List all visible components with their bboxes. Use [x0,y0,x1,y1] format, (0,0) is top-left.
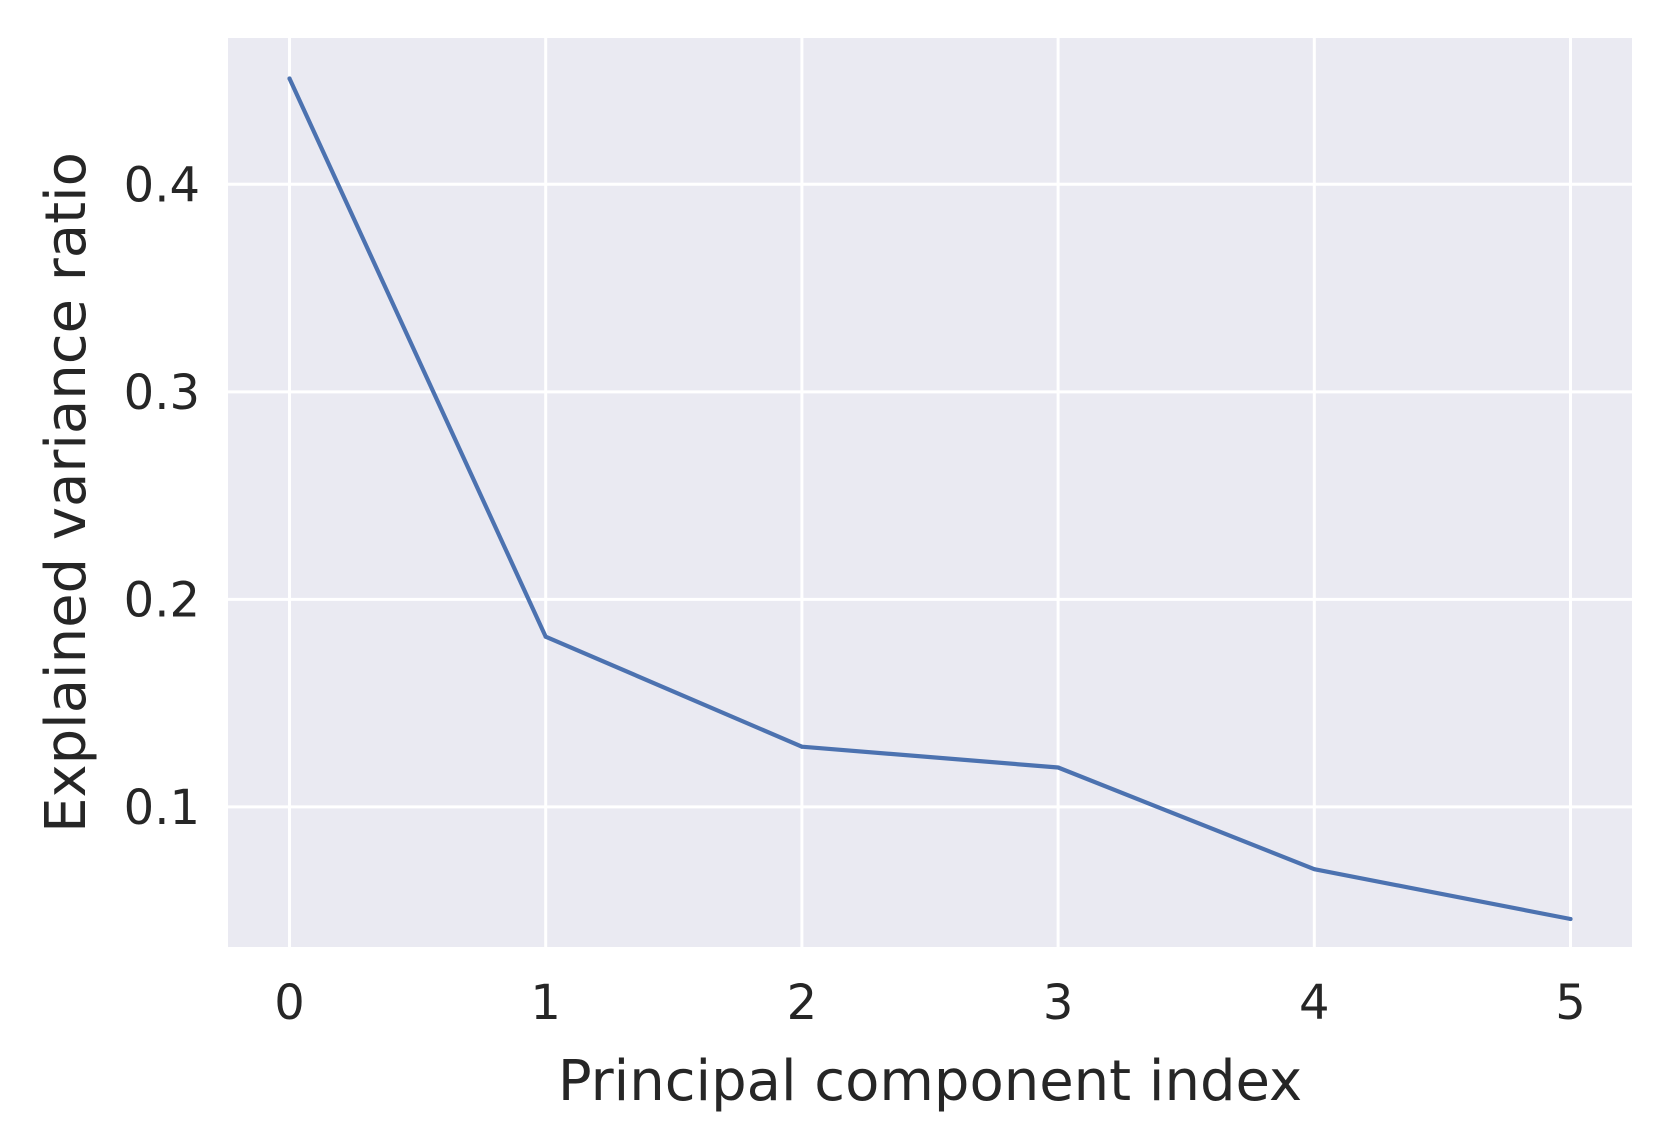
y-tick-labels: 0.1 0.2 0.3 0.4 [124,157,200,836]
data-point-0-2 [799,744,804,749]
x-tick-label-0: 0 [274,975,305,1031]
y-tick-label-2: 0.3 [124,365,200,421]
data-point-0-0 [287,76,292,81]
data-series [287,76,1573,922]
grid [228,38,1632,947]
series-line-0 [287,76,1573,922]
data-point-0-4 [1312,867,1317,872]
plot-background [228,38,1632,947]
x-tick-labels: 0 1 2 3 4 5 [274,975,1586,1031]
y-tick-label-3: 0.4 [124,157,200,213]
x-axis-title: Principal component index [558,1049,1302,1114]
y-tick-label-1: 0.2 [124,572,200,628]
x-tick-label-3: 3 [1043,975,1074,1031]
y-axis-title: Explained variance ratio [34,152,99,833]
y-tick-label-0: 0.1 [124,780,200,836]
x-tick-label-5: 5 [1555,975,1586,1031]
data-point-0-1 [543,634,548,639]
data-point-0-3 [1056,765,1061,770]
x-tick-label-1: 1 [530,975,561,1031]
x-tick-label-2: 2 [787,975,818,1031]
data-point-0-5 [1568,916,1573,921]
x-tick-label-4: 4 [1299,975,1330,1031]
